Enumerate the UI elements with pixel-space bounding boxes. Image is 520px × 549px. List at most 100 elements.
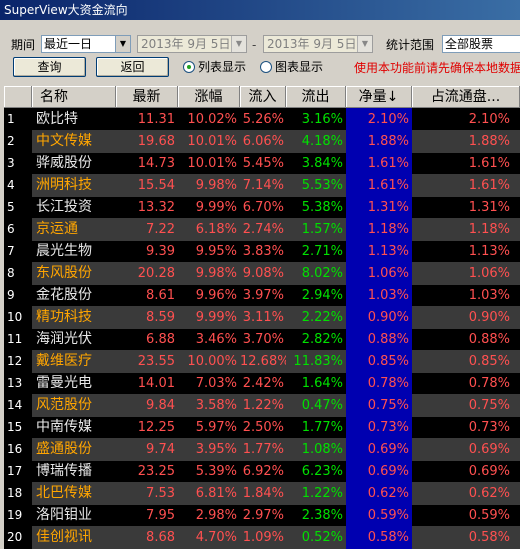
latest-price: 20.28 — [137, 266, 175, 281]
row-index: 6 — [4, 218, 32, 241]
inflow-percent: 6.70% — [242, 200, 284, 215]
table-row[interactable]: 13 雷曼光电 14.01 7.03% 2.42% 1.64% 0.78% 0.78% — [4, 372, 520, 395]
table-row[interactable]: 2 中文传媒 19.68 10.01% 6.06% 4.18% 1.88% 1.88% — [4, 130, 520, 153]
float-ratio: 1.88% — [468, 134, 510, 149]
row-index: 13 — [4, 372, 32, 395]
table-row[interactable]: 4 洲明科技 15.54 9.98% 7.14% 5.53% 1.61% 1.61% — [4, 174, 520, 197]
scope-select[interactable]: 全部股票 — [442, 35, 520, 53]
table-row[interactable]: 5 长江投资 13.32 9.99% 6.70% 5.38% 1.31% 1.31% — [4, 196, 520, 219]
list-view-radio[interactable] — [183, 61, 195, 73]
table-row[interactable]: 6 京运通 7.22 6.18% 2.74% 1.57% 1.18% 1.18% — [4, 218, 520, 241]
table-row[interactable]: 15 中南传媒 12.25 5.97% 2.50% 1.77% 0.73% 0.73% — [4, 416, 520, 439]
row-index: 14 — [4, 394, 32, 417]
table-row[interactable]: 8 东风股份 20.28 9.98% 9.08% 8.02% 1.06% 1.06% — [4, 262, 520, 285]
outflow-percent: 2.94% — [301, 288, 343, 303]
latest-price: 7.95 — [146, 508, 175, 523]
outflow-percent: 3.16% — [301, 112, 343, 127]
row-index: 8 — [4, 262, 32, 285]
outflow-percent: 5.53% — [301, 178, 343, 193]
chart-view-label[interactable]: 图表显示 — [275, 60, 324, 74]
latest-price: 19.68 — [137, 134, 175, 149]
inflow-percent: 5.45% — [242, 156, 284, 171]
table-row[interactable]: 18 北巴传媒 7.53 6.81% 1.84% 1.22% 0.62% 0.62% — [4, 482, 520, 505]
net-percent: 0.73% — [346, 416, 412, 439]
header-net[interactable]: 净量↓ — [346, 86, 412, 108]
table-row[interactable]: 17 博瑞传播 23.25 5.39% 6.92% 6.23% 0.69% 0.69% — [4, 460, 520, 483]
window-title: SuperView大资金流向 — [0, 0, 520, 20]
net-percent: 0.69% — [346, 438, 412, 461]
change-percent: 10.02% — [187, 112, 237, 127]
start-date-picker[interactable]: 2013年 9月 5日 ▼ — [137, 35, 247, 53]
float-ratio: 0.73% — [468, 420, 510, 435]
inflow-percent: 3.70% — [242, 332, 284, 347]
row-index: 18 — [4, 482, 32, 505]
chevron-down-icon[interactable]: ▼ — [115, 36, 130, 52]
stock-name: 中南传媒 — [36, 419, 92, 435]
row-index: 3 — [4, 152, 32, 175]
stock-name: 金花股份 — [36, 287, 92, 303]
latest-price: 14.73 — [137, 156, 175, 171]
table-row[interactable]: 12 戴维医疗 23.55 10.00% 12.68% 11.83% 0.85% 0.85% — [4, 350, 520, 373]
net-percent: 1.03% — [346, 284, 412, 307]
period-select[interactable]: 最近一日 ▼ — [41, 35, 131, 53]
stock-name: 中文传媒 — [36, 133, 92, 149]
float-ratio: 0.58% — [468, 530, 510, 545]
float-ratio: 0.88% — [468, 332, 510, 347]
query-button[interactable]: 查询 — [13, 57, 86, 77]
float-ratio: 0.90% — [468, 310, 510, 325]
float-ratio: 0.75% — [468, 398, 510, 413]
inflow-percent: 3.97% — [242, 288, 284, 303]
latest-price: 8.59 — [146, 310, 175, 325]
header-price[interactable]: 最新 — [116, 86, 178, 108]
header-name[interactable]: 名称 — [32, 86, 116, 108]
table-row[interactable]: 16 盛通股份 9.74 3.95% 1.77% 1.08% 0.69% 0.69% — [4, 438, 520, 461]
row-index: 4 — [4, 174, 32, 197]
header-ratio[interactable]: 占流通盘... — [412, 86, 520, 108]
back-button[interactable]: 返回 — [96, 57, 169, 77]
table-row[interactable]: 1 欧比特 11.31 10.02% 5.26% 3.16% 2.10% 2.10% — [4, 108, 520, 131]
table-row[interactable]: 7 晨光生物 9.39 9.95% 3.83% 2.71% 1.13% 1.13% — [4, 240, 520, 263]
outflow-percent: 5.38% — [301, 200, 343, 215]
table-row[interactable]: 14 风范股份 9.84 3.58% 1.22% 0.47% 0.75% 0.75% — [4, 394, 520, 417]
stock-name: 东风股份 — [36, 265, 92, 281]
float-ratio: 1.61% — [468, 156, 510, 171]
header-inflow[interactable]: 流入 — [240, 86, 286, 108]
chevron-down-icon[interactable]: ▼ — [357, 36, 372, 52]
table-row[interactable]: 9 金花股份 8.61 9.96% 3.97% 2.94% 1.03% 1.03% — [4, 284, 520, 307]
chevron-down-icon[interactable]: ▼ — [231, 36, 246, 52]
header-outflow[interactable]: 流出 — [286, 86, 346, 108]
table-row[interactable]: 19 洛阳钼业 7.95 2.98% 2.97% 2.38% 0.59% 0.59% — [4, 504, 520, 527]
period-value: 最近一日 — [44, 37, 93, 51]
outflow-percent: 2.82% — [301, 332, 343, 347]
period-label: 期间 — [11, 38, 36, 52]
table-row[interactable]: 3 骅威股份 14.73 10.01% 5.45% 3.84% 1.61% 1.61% — [4, 152, 520, 175]
list-view-label[interactable]: 列表显示 — [198, 60, 247, 74]
header-change[interactable]: 涨幅 — [178, 86, 240, 108]
change-percent: 9.98% — [195, 178, 237, 193]
chart-view-radio[interactable] — [260, 61, 272, 73]
stock-name: 戴维医疗 — [36, 353, 92, 369]
net-percent: 1.61% — [346, 152, 412, 175]
stock-name: 北巴传媒 — [36, 485, 92, 501]
outflow-percent: 1.22% — [301, 486, 343, 501]
table-row[interactable]: 11 海润光伏 6.88 3.46% 3.70% 2.82% 0.88% 0.88% — [4, 328, 520, 351]
table-row[interactable]: 20 佳创视讯 8.68 4.70% 1.09% 0.52% 0.58% 0.58% — [4, 526, 520, 549]
table-row[interactable]: 10 精功科技 8.59 9.99% 3.11% 2.22% 0.90% 0.90% — [4, 306, 520, 329]
end-date-picker[interactable]: 2013年 9月 5日 ▼ — [263, 35, 373, 53]
scope-value: 全部股票 — [445, 37, 494, 51]
net-percent: 0.62% — [346, 482, 412, 505]
net-percent: 1.06% — [346, 262, 412, 285]
outflow-percent: 0.47% — [301, 398, 343, 413]
change-percent: 3.58% — [195, 398, 237, 413]
net-percent: 0.90% — [346, 306, 412, 329]
float-ratio: 1.31% — [468, 200, 510, 215]
outflow-percent: 2.38% — [301, 508, 343, 523]
stock-name: 精功科技 — [36, 309, 92, 325]
latest-price: 11.31 — [137, 112, 175, 127]
net-percent: 0.88% — [346, 328, 412, 351]
float-ratio: 0.59% — [468, 508, 510, 523]
inflow-percent: 2.50% — [242, 420, 284, 435]
latest-price: 23.55 — [137, 354, 175, 369]
header-index[interactable] — [4, 86, 32, 108]
net-percent: 1.18% — [346, 218, 412, 241]
